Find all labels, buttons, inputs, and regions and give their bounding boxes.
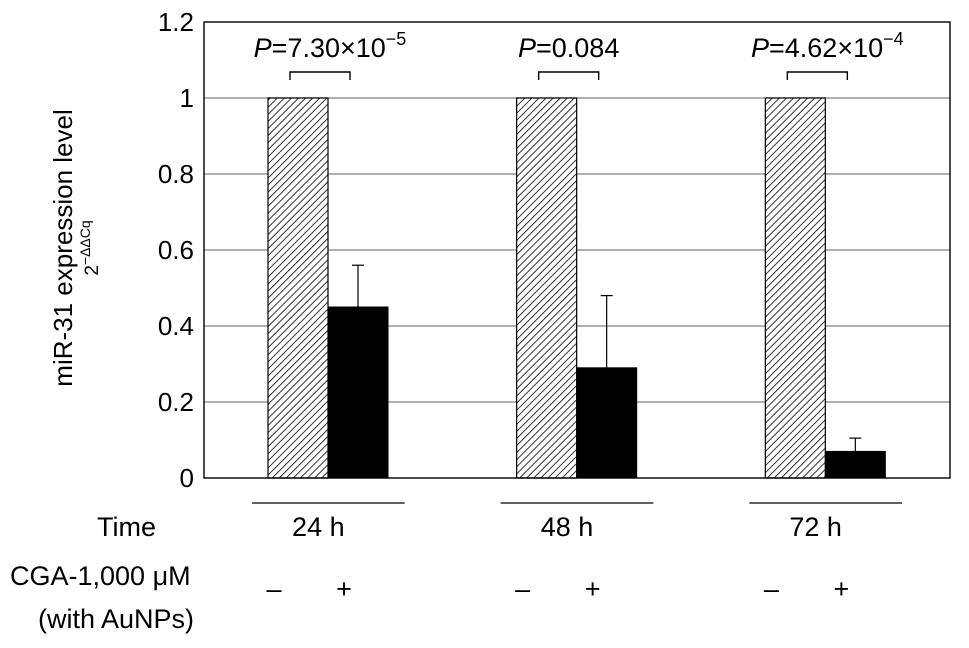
p-value-exponent: −4 (883, 29, 904, 49)
group-row-labels: 24 h – +48 h – +72 h – + (266, 512, 849, 604)
p-value-prefix: P (518, 33, 536, 63)
minus-sign: – (515, 574, 530, 604)
minus-sign: – (266, 574, 281, 604)
p-value-number: =7.30×10 (272, 33, 386, 63)
p-value-label: P=0.084 (518, 33, 619, 63)
p-value-number: =4.62×10 (769, 33, 883, 63)
time-label: 48 h (541, 512, 594, 542)
time-label: 72 h (789, 512, 842, 542)
y-tick-label: 0 (180, 463, 194, 493)
y-tick-label: 0.6 (158, 235, 194, 265)
significance-bracket (537, 71, 600, 80)
p-value-prefix: P (254, 33, 272, 63)
bar-control (267, 97, 329, 479)
bars (267, 97, 886, 479)
error-bars (352, 264, 862, 452)
plus-sign: + (585, 574, 601, 604)
plot-frame (203, 21, 951, 479)
y-tick-label: 1.2 (158, 7, 194, 37)
bar-treated (824, 450, 886, 479)
p-value-label: P=4.62×10−4 (751, 29, 904, 63)
y-axis-label-sub: 2−ΔΔCq (77, 220, 103, 275)
significance-brackets: P=7.30×10−5 P=0.084 P=4.62×10−4 (254, 29, 904, 80)
bar-treated (576, 367, 638, 479)
bar-control (516, 97, 578, 479)
minus-sign: – (764, 574, 779, 604)
bar-treated (327, 306, 389, 479)
y-tick-labels: 0 0.2 0.4 0.6 0.8 1 1.2 (158, 7, 194, 493)
significance-bracket (289, 71, 351, 80)
y-axis-label: miR-31 expression level (48, 109, 78, 386)
y-tick-label: 0.2 (158, 387, 194, 417)
y-tick-label: 1 (180, 83, 194, 113)
plus-sign: + (833, 574, 849, 604)
p-value-exponent: −5 (386, 29, 407, 49)
p-value-prefix: P (751, 33, 769, 63)
plus-sign: + (336, 574, 352, 604)
y-axis-sub-base: 2 (82, 265, 103, 276)
bar-control (764, 97, 826, 479)
treatment-row-label-line1: CGA-1,000 μM (10, 561, 191, 591)
y-axis-sub-exponent: −ΔΔCq (77, 220, 93, 265)
time-row-label: Time (97, 512, 156, 542)
y-tick-label: 0.8 (158, 159, 194, 189)
y-tick-label: 0.4 (158, 311, 194, 341)
treatment-row-label-line2: (with AuNPs) (38, 604, 194, 634)
p-value-number: =0.084 (536, 33, 619, 63)
significance-bracket (786, 71, 849, 80)
p-value-label: P=7.30×10−5 (254, 29, 407, 63)
time-label: 24 h (292, 512, 345, 542)
